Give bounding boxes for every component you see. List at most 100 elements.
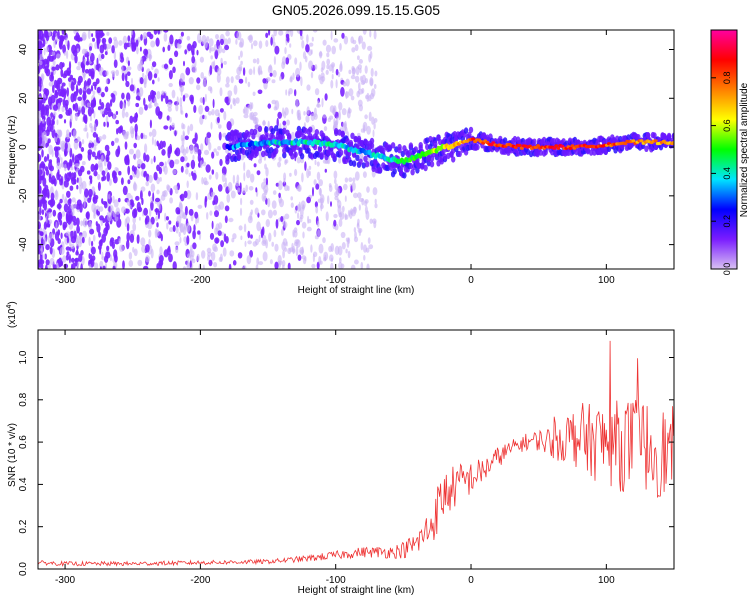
spectrogram-track-halo xyxy=(308,126,313,133)
spectrogram-noise-point xyxy=(171,122,175,128)
spectrogram-track-halo xyxy=(666,133,672,141)
spectrogram-noise-point xyxy=(106,31,110,36)
snr-y-tick-label: 0.6 xyxy=(18,435,29,449)
spectrogram-noise-point xyxy=(43,201,47,211)
spectrogram-noise-point xyxy=(46,188,50,198)
spectrogram-noise-point xyxy=(293,227,298,234)
spectrogram-noise-point xyxy=(235,74,241,80)
spectrogram-noise-point xyxy=(313,179,317,186)
spectrogram-noise-point xyxy=(87,30,91,40)
spectrogram-track-halo xyxy=(364,161,370,168)
spectrogram-noise-point xyxy=(374,203,378,209)
spectrogram-noise-point xyxy=(81,98,85,109)
spectrogram-noise-point xyxy=(111,140,115,147)
spectrogram-track-halo xyxy=(467,131,472,139)
spectrogram-track-halo xyxy=(230,134,235,141)
spectrogram-noise-point xyxy=(130,36,135,46)
spectrogram-noise-point xyxy=(74,54,78,64)
spectrogram-noise-point xyxy=(344,177,349,183)
spectrogram-track-halo xyxy=(441,148,446,156)
spectrogram-noise-point xyxy=(295,99,299,108)
spectrogram-noise-point xyxy=(176,42,180,48)
spectrogram-noise-point xyxy=(173,185,179,191)
spectrogram-noise-point xyxy=(221,166,227,176)
snr-x-tick-label: 100 xyxy=(598,575,615,586)
spectrogram-noise-point xyxy=(140,34,143,41)
spectrogram-noise-point xyxy=(206,132,212,139)
spectrogram-noise-point xyxy=(369,92,375,100)
spectrogram-noise-point xyxy=(153,97,157,106)
spectrogram-noise-point xyxy=(206,212,209,220)
spectrogram-noise-point xyxy=(197,204,203,209)
spectrogram-noise-point xyxy=(268,232,272,242)
spectrogram-noise-point xyxy=(70,81,75,92)
spectrogram-noise-point xyxy=(222,247,227,257)
spectrogram-noise-point xyxy=(43,156,48,163)
snr-x-tick-label: -300 xyxy=(55,575,75,586)
spectrogram-noise-point xyxy=(124,141,128,150)
spectrogram-noise-point xyxy=(284,213,290,220)
spectrogram-track-halo xyxy=(246,131,251,138)
spectrogram-noise-point xyxy=(135,95,140,101)
spectrogram-track-point xyxy=(491,141,496,145)
spectrogram-noise-point xyxy=(239,207,243,216)
spectrogram-noise-point xyxy=(93,144,97,151)
spectrogram-noise-point xyxy=(309,42,314,47)
spectrogram-noise-point xyxy=(314,64,318,70)
snr-y-tick-label: 0.8 xyxy=(18,392,29,406)
spectrogram-noise-point xyxy=(40,236,44,245)
spectrogram-noise-point xyxy=(294,89,297,97)
spectrogram-noise-point xyxy=(211,169,215,175)
snr-y-tick-label: 0.2 xyxy=(18,519,29,533)
spectrogram-noise-point xyxy=(110,92,115,98)
spectrogram-noise-point xyxy=(169,143,173,154)
spectrogram-noise-point xyxy=(243,161,246,172)
spectrogram-noise-point xyxy=(204,115,207,120)
spectrogram-noise-point xyxy=(147,71,153,81)
spectrogram-noise-point xyxy=(43,58,49,65)
spectrogram-noise-point xyxy=(297,212,300,220)
spectrogram-noise-point xyxy=(373,30,377,40)
spectrogram-noise-point xyxy=(369,218,373,224)
spectrogram-noise-point xyxy=(112,211,117,218)
spectrogram-noise-point xyxy=(121,206,126,214)
spectrogram-noise-point xyxy=(344,195,347,202)
spectrogram-noise-point xyxy=(225,76,230,84)
spectrogram-noise-point xyxy=(318,179,324,187)
spectrogram-noise-point xyxy=(330,79,334,89)
spectrogram-noise-point xyxy=(285,241,288,247)
spectrogram-noise-point xyxy=(185,67,191,76)
spectrogram-track-halo xyxy=(671,133,674,140)
spectrogram-noise-point xyxy=(368,244,374,250)
spectrogram-noise-point xyxy=(322,114,327,119)
spectrogram-noise-point xyxy=(78,176,83,187)
spectrogram-track-halo xyxy=(257,125,263,133)
spectrogram-noise-point xyxy=(290,131,295,141)
spectrogram-noise-point xyxy=(168,220,172,225)
spectrogram-noise-point xyxy=(154,197,161,203)
spectrogram-noise-point xyxy=(258,234,261,243)
spectrogram-noise-point xyxy=(150,40,156,48)
snr-x-axis-label: Height of straight line (km) xyxy=(298,585,415,596)
colorbar-tick-label: 0.8 xyxy=(722,72,732,85)
spectrogram-noise-point xyxy=(83,73,86,81)
spectrogram-noise-point xyxy=(65,246,71,251)
spectrogram-noise-point xyxy=(92,90,96,96)
spectrogram-noise-point xyxy=(188,208,194,216)
spectrogram-noise-point xyxy=(279,76,282,81)
spectrogram-noise-point xyxy=(201,34,207,45)
spectrogram-noise-point xyxy=(327,195,330,205)
spectrogram-track-halo xyxy=(381,147,386,154)
spectrogram-noise-point xyxy=(114,261,118,269)
spectrogram-noise-point xyxy=(89,194,92,201)
spectrogram-noise-point xyxy=(75,32,80,42)
spectrogram-noise-point xyxy=(188,77,194,85)
spectrogram-noise-point xyxy=(185,146,189,154)
spectrogram-noise-point xyxy=(236,66,242,76)
spectrogram-noise-point xyxy=(249,101,253,112)
spectrogram-noise-point xyxy=(100,108,105,115)
spectrogram-track-halo xyxy=(387,144,392,151)
spectrogram-noise-point xyxy=(51,34,56,41)
spectrogram-noise-point xyxy=(281,56,287,66)
spectrogram-noise-point xyxy=(47,212,52,218)
